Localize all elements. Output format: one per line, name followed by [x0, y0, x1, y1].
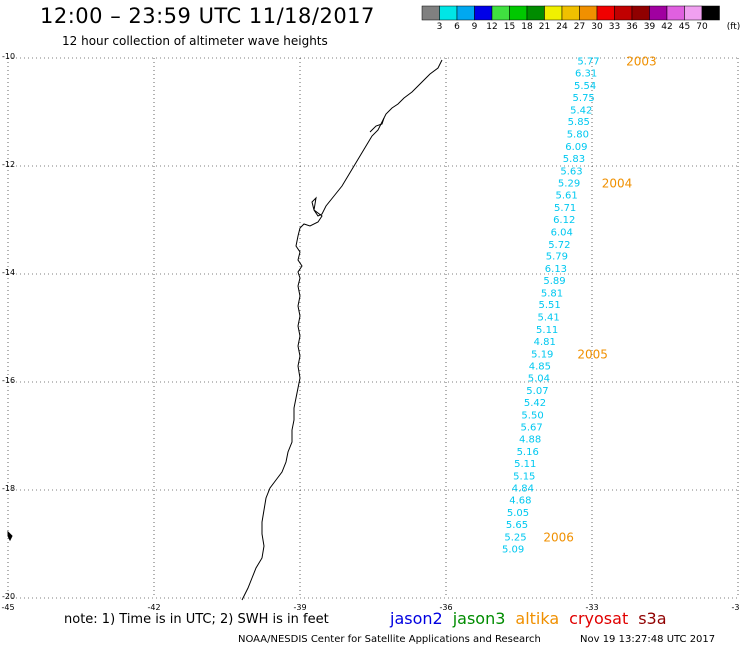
legend-tick-label: 3 — [436, 22, 443, 32]
legend-tick-label: 39 — [643, 22, 656, 32]
wave-height-reading: 5.71 — [554, 203, 576, 214]
wave-height-reading: 5.05 — [507, 508, 529, 519]
generated-timestamp: Nov 19 13:27:48 UTC 2017 — [580, 634, 716, 645]
coast-inlet — [369, 117, 385, 133]
wave-height-reading: 5.51 — [538, 300, 560, 311]
x-tick-label: -39 — [293, 603, 307, 612]
y-tick-label: -10 — [2, 52, 16, 61]
x-tick-label: -30 — [731, 603, 740, 612]
wave-height-reading: 5.89 — [543, 276, 565, 287]
mission-label: jason3 — [452, 609, 506, 628]
x-tick-label: -42 — [147, 603, 161, 612]
x-tick-label: -36 — [439, 603, 453, 612]
y-tick-label: -14 — [2, 268, 16, 277]
y-tick-label: -16 — [2, 376, 16, 385]
wave-height-reading: 5.63 — [560, 166, 582, 177]
wave-height-reading: 6.04 — [551, 227, 573, 238]
wave-height-reading: 5.04 — [528, 374, 550, 385]
wave-height-reading: 5.80 — [567, 130, 589, 141]
wave-height-reading: 5.42 — [524, 398, 546, 409]
footer-note: note: 1) Time is in UTC; 2) SWH is in fe… — [64, 612, 329, 627]
legend-swatch — [701, 5, 720, 21]
legend-tick-label: 30 — [591, 22, 603, 32]
coastline — [241, 59, 443, 601]
wave-height-reading: 5.11 — [514, 459, 536, 470]
wave-height-reading: 5.07 — [526, 386, 548, 397]
wave-height-reading: 6.12 — [553, 215, 575, 226]
mission-label: cryosat — [569, 609, 629, 628]
chart-subtitle: 12 hour collection of altimeter wave hei… — [62, 34, 328, 48]
mission-legend: jason2 jason3 altika cryosat s3a — [390, 609, 677, 628]
wave-height-reading: 4.68 — [509, 496, 531, 507]
legend-tick-label: 27 — [573, 22, 586, 32]
wave-height-reading: 6.13 — [545, 264, 567, 275]
legend-tick-label: 36 — [626, 22, 638, 32]
legend-tick-label: 12 — [486, 22, 498, 32]
wave-height-reading: 5.65 — [506, 520, 528, 531]
wave-height-reading: 5.15 — [513, 471, 535, 482]
legend-tick-label: 6 — [454, 22, 460, 32]
wave-height-reading: 6.09 — [565, 142, 587, 153]
wave-height-reading: 5.19 — [531, 349, 553, 360]
wave-height-reading: 5.61 — [556, 191, 578, 202]
legend-tick-label: 18 — [521, 22, 533, 32]
wave-height-reading: 5.81 — [541, 288, 563, 299]
legend-tick-label: 24 — [556, 22, 568, 32]
coast-small-island — [7, 530, 13, 542]
x-tick-label: -45 — [1, 603, 15, 612]
wave-height-reading: 5.11 — [536, 325, 558, 336]
track-time-label: 2005 — [577, 347, 608, 361]
wave-height-reading: 5.16 — [517, 447, 539, 458]
map-plot: 5.776.315.545.755.425.855.806.095.835.63… — [7, 55, 739, 601]
wave-height-reading: 5.25 — [504, 532, 526, 543]
wave-height-reading: 5.29 — [558, 179, 580, 190]
wave-height-reading: 5.85 — [568, 117, 590, 128]
track-time-label: 2003 — [626, 55, 657, 69]
credit-text: NOAA/NESDIS Center for Satellite Applica… — [238, 634, 541, 645]
wave-height-reading: 5.09 — [502, 544, 524, 555]
wave-height-reading: 4.88 — [519, 435, 541, 446]
color-legend — [421, 5, 720, 21]
wave-height-reading: 4.81 — [534, 337, 556, 348]
legend-tick-label: 70 — [696, 22, 708, 32]
y-tick-label: -12 — [2, 160, 16, 169]
wave-height-reading: 5.75 — [573, 93, 595, 104]
y-tick-label: -20 — [2, 592, 16, 601]
wave-height-reading: 5.77 — [577, 57, 599, 68]
mission-label: jason2 — [390, 609, 443, 628]
wave-height-reading: 5.42 — [570, 105, 592, 116]
wave-height-reading: 5.54 — [574, 81, 596, 92]
wave-height-reading: 5.67 — [520, 422, 542, 433]
x-tick-label: -33 — [585, 603, 599, 612]
wave-height-reading: 6.31 — [575, 69, 597, 80]
track-time-labels: 2003 2004 2005 2006 — [543, 55, 656, 545]
legend-tick-label: 42 — [661, 22, 673, 32]
wave-height-reading: 5.83 — [563, 154, 585, 165]
wave-height-reading: 5.41 — [537, 313, 559, 324]
legend-tick-label: 21 — [538, 22, 551, 32]
mission-label: s3a — [638, 609, 667, 628]
altimeter-track: 5.776.315.545.755.425.855.806.095.835.63… — [502, 57, 600, 556]
legend-tick-label: 33 — [608, 22, 621, 32]
wave-height-reading: 5.72 — [548, 240, 570, 251]
wave-height-reading: 4.84 — [512, 483, 534, 494]
wave-height-reading: 5.79 — [546, 252, 568, 263]
y-tick-label: -18 — [2, 484, 16, 493]
legend-tick-label: 9 — [471, 22, 478, 32]
track-time-label: 2004 — [602, 177, 633, 191]
legend-tick-label: 45 — [678, 22, 691, 32]
track-time-label: 2006 — [543, 530, 574, 544]
legend-tick-label: 15 — [503, 22, 516, 32]
wave-height-reading: 5.50 — [521, 410, 543, 421]
legend-unit: (ft) — [726, 22, 740, 32]
chart-title: 12:00 – 23:59 UTC 11/18/2017 — [40, 4, 375, 28]
map-gridlines — [7, 57, 739, 599]
mission-label: altika — [515, 609, 560, 628]
wave-height-reading: 4.85 — [529, 361, 551, 372]
